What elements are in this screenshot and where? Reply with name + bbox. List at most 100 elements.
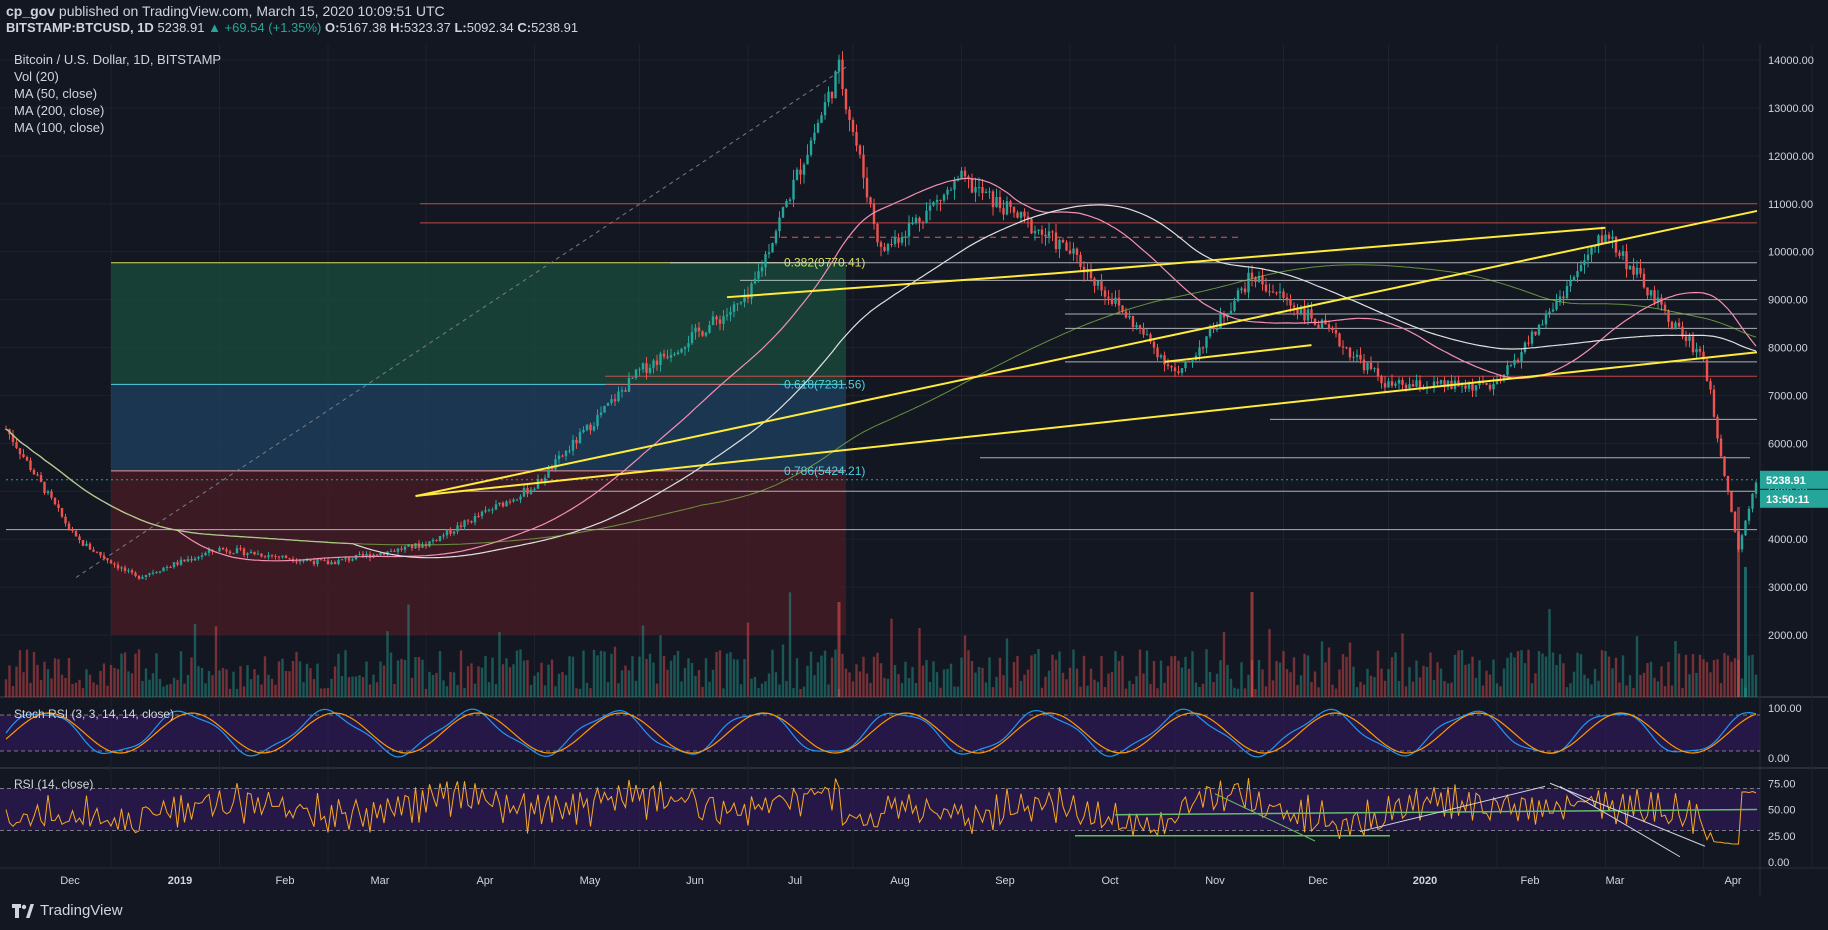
volume-bar: [641, 625, 645, 697]
volume-bar: [239, 666, 242, 697]
candle-body: [1541, 324, 1544, 326]
rsi-tick-3: 0.00: [1768, 857, 1789, 869]
candle-body: [1583, 260, 1586, 266]
candle-body: [1170, 365, 1173, 368]
candle-body: [123, 567, 127, 571]
rsi-label[interactable]: RSI (14, close): [14, 777, 94, 791]
candle-body: [921, 222, 925, 224]
volume-bar: [1481, 685, 1485, 697]
volume-bar: [207, 671, 211, 697]
volume-bar: [232, 671, 235, 697]
volume-bar: [162, 686, 165, 697]
candle-body: [1516, 359, 1520, 363]
candle-body: [333, 562, 337, 565]
candle-body: [57, 504, 60, 509]
volume-bar: [242, 686, 246, 697]
candle-body: [960, 170, 963, 179]
candle-body: [788, 199, 792, 201]
candle-body: [1219, 313, 1222, 329]
legend-vol[interactable]: Vol (20): [14, 69, 59, 84]
volume-bar: [1387, 669, 1390, 697]
candle-body: [862, 154, 865, 178]
candle-body: [1096, 280, 1100, 286]
volume-bar: [1380, 668, 1383, 697]
volume-bar: [1621, 655, 1625, 697]
volume-bar: [627, 670, 631, 697]
author-name[interactable]: cp_gov: [6, 3, 56, 19]
volume-bar: [249, 679, 253, 697]
candle-body: [1100, 280, 1103, 291]
volume-bar: [1670, 685, 1674, 697]
volume-bar: [1348, 642, 1352, 697]
volume-bar: [158, 678, 162, 697]
volume-bar: [1653, 677, 1656, 697]
volume-bar: [403, 659, 407, 697]
candle-body: [1369, 362, 1373, 369]
volume-bar: [501, 664, 505, 697]
candle-body: [879, 242, 883, 247]
candle-body: [750, 283, 753, 299]
candle-body: [1212, 326, 1215, 330]
stoch-rsi-label[interactable]: Stoch RSI (3, 3, 14, 14, close): [14, 707, 175, 721]
candle-body: [1387, 381, 1390, 388]
volume-bar: [179, 651, 183, 697]
tradingview-logo[interactable]: TradingView: [12, 902, 123, 919]
volume-bar: [844, 668, 848, 697]
candle-body: [361, 554, 365, 556]
symbol-label[interactable]: BITSTAMP:BTCUSD, 1D: [6, 20, 154, 35]
volume-bar: [925, 660, 928, 697]
volume-bar: [536, 672, 540, 697]
candle-body: [1303, 308, 1306, 321]
candle-body: [1327, 324, 1331, 329]
volume-bar: [785, 680, 788, 697]
candle-body: [1131, 315, 1135, 328]
volume-bar: [1068, 667, 1072, 697]
trendline: [1164, 344, 1312, 363]
volume-bar: [78, 679, 81, 697]
candle-body: [1471, 383, 1474, 391]
candle-body: [820, 115, 823, 123]
volume-bar: [638, 656, 641, 697]
volume-bar: [585, 682, 589, 697]
candle-body: [60, 508, 64, 517]
volume-bar: [858, 671, 862, 697]
candle-body: [582, 429, 585, 433]
trendline: [726, 272, 1057, 299]
rsi-tick-0: 75.00: [1768, 778, 1796, 790]
candle-body: [1488, 384, 1492, 390]
volume-bar: [74, 682, 78, 697]
volume-bar: [134, 653, 137, 697]
candle-body: [1306, 309, 1310, 321]
volume-bar: [39, 680, 43, 697]
candle-body: [827, 91, 830, 103]
volume-bar: [673, 655, 676, 697]
candle-body: [1670, 321, 1674, 330]
volume-bar: [498, 631, 501, 697]
candle-body: [200, 555, 204, 557]
candle-body: [613, 399, 617, 402]
trendline-support: [415, 351, 1758, 498]
volume-bar: [610, 653, 613, 697]
volume-bar: [1184, 656, 1187, 697]
candle-body: [263, 556, 267, 558]
volume-bar: [375, 682, 379, 697]
volume-bar: [911, 667, 914, 697]
volume-bar: [792, 687, 795, 697]
volume-bar: [708, 681, 711, 697]
candle-body: [641, 363, 645, 370]
candle-body: [225, 549, 228, 552]
candle-body: [834, 71, 837, 99]
legend-ma50[interactable]: MA (50, close): [14, 86, 98, 101]
candle-body: [494, 504, 498, 510]
candle-body: [571, 439, 575, 451]
volume-bar: [494, 684, 498, 697]
volume-bar: [302, 682, 305, 697]
volume-bar: [599, 650, 603, 697]
volume-bar: [834, 649, 837, 697]
volume-bar: [1565, 687, 1569, 697]
legend-ma200[interactable]: MA (200, close): [14, 103, 105, 118]
volume-bar: [214, 626, 218, 697]
candle-body: [1443, 380, 1446, 388]
legend-ma100[interactable]: MA (100, close): [14, 120, 105, 135]
